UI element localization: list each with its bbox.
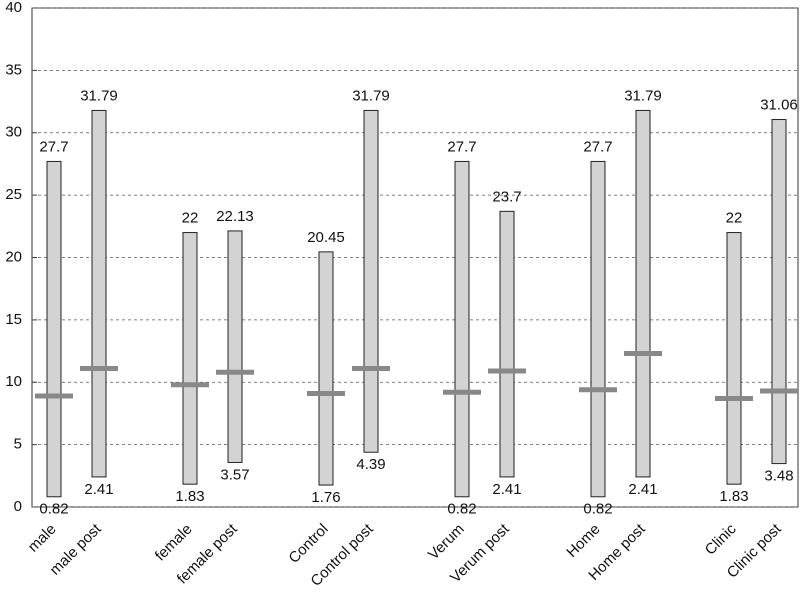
x-tick-label: Verum [425, 521, 468, 564]
range-bar [91, 109, 107, 478]
high-label: 22.13 [216, 208, 254, 225]
high-label: 22 [726, 210, 743, 227]
range-bar [182, 232, 198, 485]
range-bar [227, 230, 243, 463]
y-tick-label: 15 [5, 311, 22, 328]
low-label: 1.76 [311, 489, 340, 506]
low-label: 0.82 [447, 501, 476, 518]
low-label: 0.82 [583, 501, 612, 518]
high-label: 31.79 [624, 87, 662, 104]
high-label: 27.7 [583, 138, 612, 155]
high-label: 20.45 [307, 229, 345, 246]
low-label: 3.57 [220, 466, 249, 483]
y-tick-label: 40 [5, 0, 22, 16]
y-tick-label: 0 [14, 498, 22, 515]
low-label: 1.83 [719, 488, 748, 505]
range-bar [635, 109, 651, 478]
y-tick-label: 25 [5, 186, 22, 203]
low-label: 2.41 [628, 481, 657, 498]
high-label: 27.7 [39, 138, 68, 155]
low-label: 4.39 [356, 456, 385, 473]
range-bar [318, 251, 334, 486]
x-tick-label: female [152, 521, 196, 565]
low-label: 0.82 [39, 501, 68, 518]
high-label: 31.06 [760, 96, 798, 113]
high-label: 27.7 [447, 138, 476, 155]
high-label: 31.79 [352, 87, 390, 104]
x-tick-label: male [25, 521, 60, 556]
range-bar [499, 210, 515, 478]
high-label: 31.79 [80, 87, 118, 104]
range-bar [771, 119, 787, 465]
high-label: 23.7 [492, 188, 521, 205]
low-label: 3.48 [764, 468, 793, 485]
low-label: 2.41 [492, 481, 521, 498]
range-bar [46, 160, 62, 498]
y-tick-label: 20 [5, 248, 22, 265]
x-tick-label: Clinic [702, 520, 740, 558]
y-tick-label: 10 [5, 373, 22, 390]
y-tick-label: 30 [5, 124, 22, 141]
low-label: 1.83 [175, 488, 204, 505]
y-tick-label: 5 [14, 436, 22, 453]
range-bar [726, 232, 742, 485]
x-tick-label: Home [563, 521, 603, 561]
low-label: 2.41 [84, 481, 113, 498]
y-tick-label: 35 [5, 61, 22, 78]
range-bar [363, 109, 379, 453]
range-bar [454, 160, 470, 498]
range-bar [590, 160, 606, 498]
high-label: 22 [182, 210, 199, 227]
